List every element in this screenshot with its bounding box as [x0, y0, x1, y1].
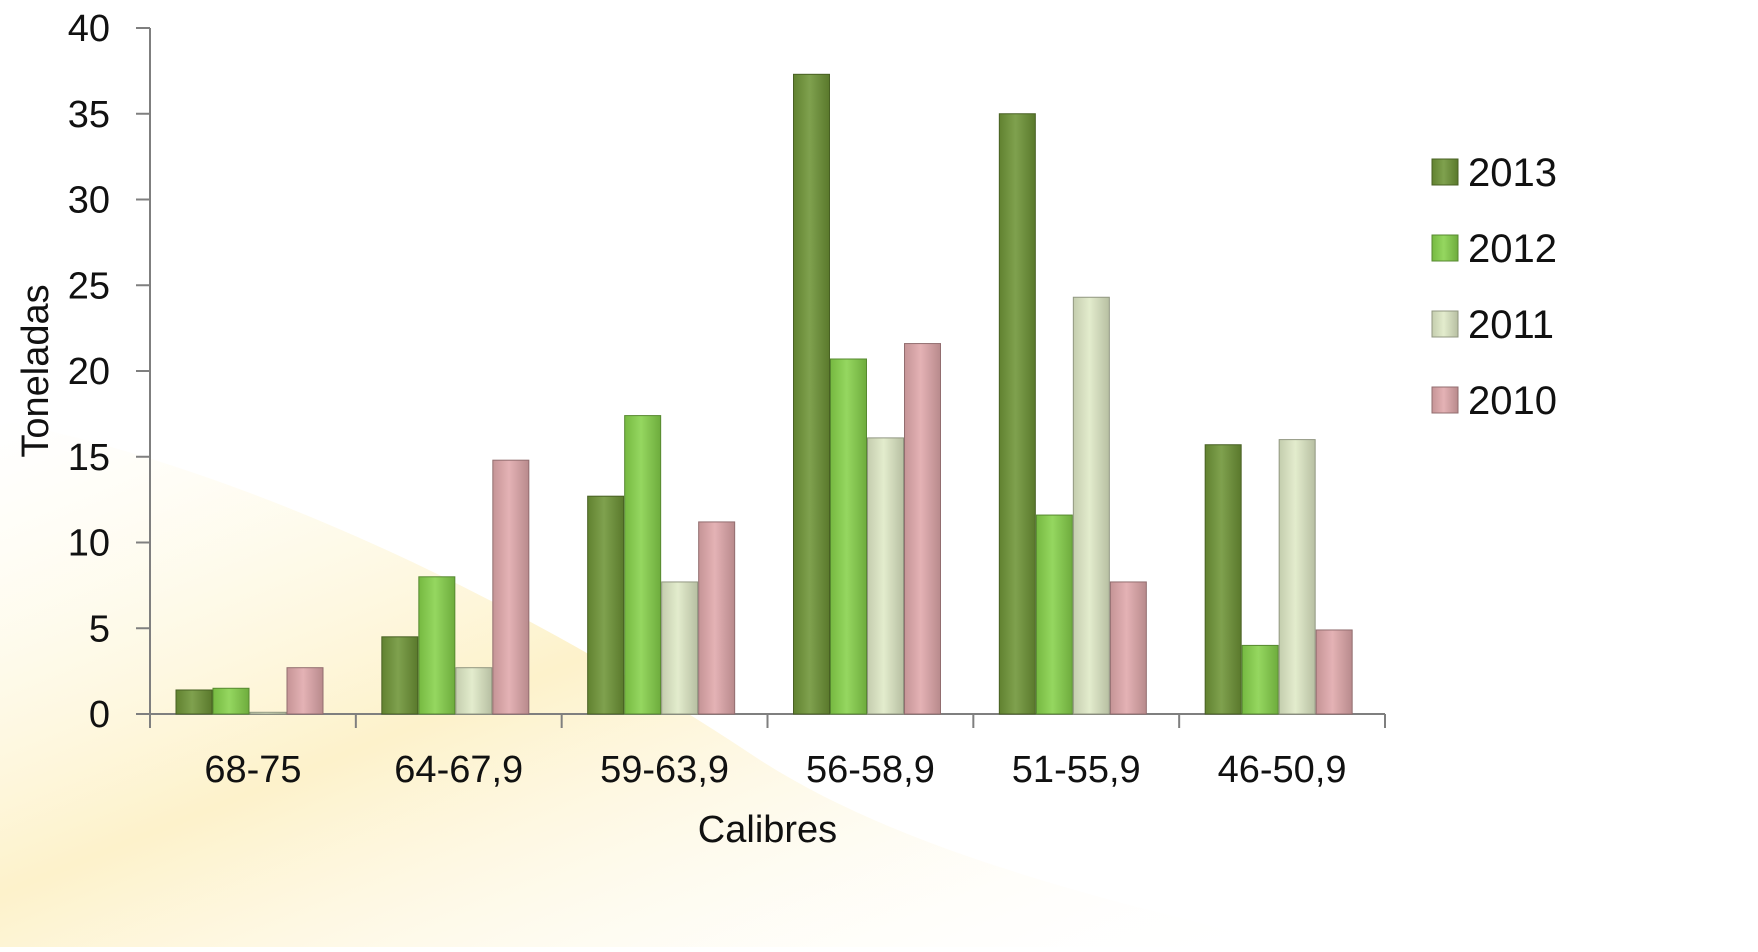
legend-swatch-2011	[1431, 310, 1459, 338]
x-axis-title: Calibres	[698, 809, 837, 851]
legend-swatch-2012	[1431, 234, 1459, 262]
legend-swatch-2013	[1431, 158, 1459, 186]
legend-label-2011: 2011	[1468, 303, 1554, 347]
y-tick-label: 20	[68, 351, 110, 393]
bar-2013-59-63,9	[587, 495, 625, 715]
bar-2012-56-58,9	[830, 358, 867, 715]
x-tick-label: 56-58,9	[806, 749, 935, 791]
y-tick-label: 10	[68, 523, 110, 565]
y-tick-label: 40	[68, 8, 110, 50]
bar-2013-56-58,9	[793, 73, 830, 715]
background-swoosh	[0, 420, 1300, 947]
bar-2010-68-75	[286, 667, 324, 715]
legend-swatch-2010	[1431, 386, 1459, 414]
bar-2013-46-50,9	[1204, 444, 1242, 715]
y-tick-label: 30	[68, 180, 110, 222]
bar-2012-64-67,9	[418, 576, 456, 715]
bars	[175, 73, 1353, 715]
bar-2010-59-63,9	[698, 521, 736, 715]
bar-2012-46-50,9	[1241, 644, 1279, 715]
bar-2012-51-55,9	[1035, 514, 1073, 715]
bar-2010-56-58,9	[904, 343, 941, 715]
bar-2010-46-50,9	[1315, 629, 1353, 715]
bar-2013-68-75	[175, 689, 213, 715]
legend-label-2012: 2012	[1468, 227, 1557, 271]
x-tick-label: 59-63,9	[600, 749, 729, 791]
bar-2011-46-50,9	[1278, 439, 1316, 715]
x-tick-label: 46-50,9	[1218, 749, 1347, 791]
bar-2011-59-63,9	[661, 581, 699, 715]
bar-2010-64-67,9	[492, 459, 530, 715]
x-tick-label: 64-67,9	[394, 749, 523, 791]
y-tick-label: 25	[68, 265, 110, 307]
bar-2011-68-75	[249, 711, 287, 715]
bar-2012-59-63,9	[624, 415, 662, 715]
bar-2013-51-55,9	[998, 113, 1036, 715]
legend: 2013 2012 2011 2010	[1431, 151, 1557, 423]
bar-2012-68-75	[212, 687, 250, 715]
bar-2010-51-55,9	[1109, 581, 1147, 715]
y-axis-title: Toneladas	[15, 284, 57, 457]
y-tick-label: 0	[89, 694, 110, 736]
x-tick-label: 68-75	[204, 749, 301, 791]
y-tick-label: 35	[68, 94, 110, 136]
legend-label-2013: 2013	[1468, 151, 1557, 195]
y-tick-label: 5	[89, 608, 110, 650]
bar-2011-64-67,9	[455, 667, 493, 715]
labels: 0 5 10 15 20 25 30 35 40 68-75 64-67,9 59-63,9 56-58…	[15, 8, 1347, 851]
axes	[136, 27, 1386, 728]
bar-2011-51-55,9	[1072, 296, 1110, 715]
legend-label-2010: 2010	[1468, 379, 1557, 423]
bar-2013-64-67,9	[381, 636, 419, 715]
y-tick-label: 15	[68, 437, 110, 479]
x-tick-label: 51-55,9	[1012, 749, 1141, 791]
bar-2011-56-58,9	[867, 437, 904, 715]
